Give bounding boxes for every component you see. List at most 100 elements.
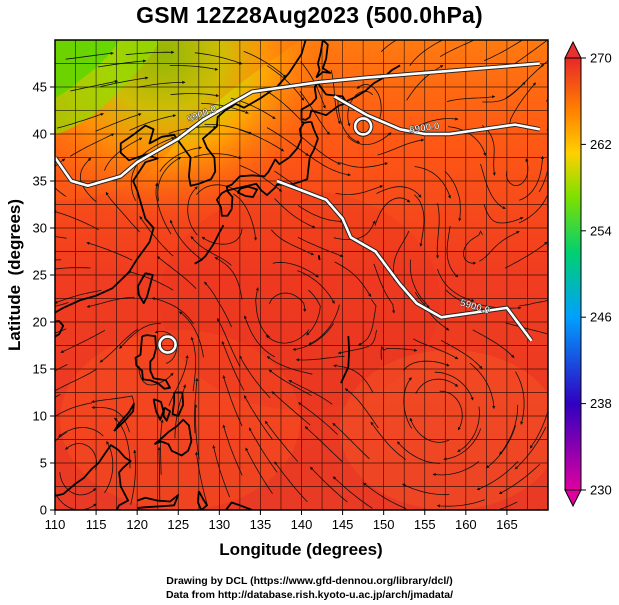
streamline	[59, 472, 97, 496]
x-tick-label: 130	[208, 517, 230, 532]
streamline	[100, 76, 149, 87]
streamline	[266, 65, 305, 101]
streamline	[409, 417, 450, 443]
streamline	[60, 329, 106, 353]
streamline	[169, 219, 203, 261]
streamline	[334, 261, 372, 297]
streamline	[137, 80, 186, 88]
streamline	[370, 421, 406, 460]
contour-label: 5900.0	[408, 121, 440, 136]
streamline	[138, 365, 174, 386]
streamline	[538, 60, 548, 69]
colorbar-tick-label: 262	[590, 137, 612, 152]
streamline	[484, 40, 524, 62]
streamline	[413, 338, 459, 360]
credit-drawing: Drawing by DCL (https://www.gfd-dennou.o…	[166, 575, 453, 587]
colorbar-tick-label: 270	[590, 51, 612, 66]
x-tick-label: 165	[496, 517, 518, 532]
streamline	[151, 297, 194, 325]
streamline	[499, 404, 519, 455]
streamline	[156, 256, 197, 289]
streamline	[306, 289, 321, 336]
y-tick-label: 35	[33, 174, 47, 189]
streamline	[298, 402, 338, 435]
streamline	[380, 345, 418, 360]
streamline	[505, 158, 529, 187]
streamline	[547, 417, 548, 421]
coastline	[346, 64, 401, 102]
streamline	[55, 302, 69, 307]
streamline	[415, 378, 459, 394]
streamline	[288, 379, 333, 405]
coastline	[215, 189, 234, 217]
streamline	[255, 287, 271, 338]
y-tick-label: 40	[33, 127, 47, 142]
coastline	[236, 185, 259, 198]
streamline	[194, 404, 200, 460]
streamline	[91, 395, 135, 405]
streamline	[308, 304, 340, 345]
streamline	[505, 322, 548, 335]
streamline	[65, 51, 114, 60]
x-tick-label: 135	[250, 517, 272, 532]
streamline	[119, 323, 161, 349]
streamline	[55, 210, 99, 231]
streamline	[222, 424, 243, 476]
streamline	[56, 112, 104, 129]
streamline	[239, 355, 271, 399]
streamline	[170, 93, 220, 98]
streamline	[55, 364, 68, 372]
y-tick-label: 45	[33, 80, 47, 95]
streamline	[195, 451, 208, 506]
streamline	[486, 425, 516, 469]
streamline	[70, 80, 119, 92]
closed-contour	[158, 335, 177, 354]
streamline	[333, 220, 376, 240]
streamline	[504, 241, 548, 269]
contour-line	[55, 62, 540, 187]
colorbar: 230 238 246 254 262 270	[564, 40, 612, 508]
streamline	[403, 360, 450, 371]
x-axis-label: Longitude (degrees)	[219, 540, 382, 559]
streamline	[55, 328, 67, 334]
streamline	[297, 236, 344, 258]
credit-data: Data from http://database.rish.kyoto-u.a…	[165, 589, 454, 601]
streamline	[104, 441, 114, 494]
chart-title: GSM 12Z28Aug2023 (500.0hPa)	[136, 2, 483, 28]
colorbar-tick-label: 254	[590, 223, 612, 238]
streamline	[214, 256, 243, 300]
streamline	[265, 89, 305, 124]
streamline	[269, 292, 307, 313]
streamline	[194, 52, 243, 65]
streamline	[435, 203, 440, 259]
streamline	[432, 461, 480, 477]
streamline	[248, 427, 278, 473]
streamline	[337, 97, 360, 143]
x-tick-label: 115	[86, 517, 107, 532]
streamline	[538, 166, 548, 192]
streamline	[374, 197, 411, 226]
streamline	[243, 395, 274, 441]
y-tick-label: 10	[33, 409, 47, 424]
streamline	[335, 185, 384, 196]
streamline	[55, 492, 97, 510]
streamline	[519, 155, 545, 201]
streamline	[91, 405, 130, 433]
contour-line	[333, 95, 541, 136]
grid-lines	[55, 40, 548, 510]
colorbar-tick-label: 246	[590, 310, 612, 325]
coastline	[194, 224, 225, 265]
streamline	[266, 356, 313, 375]
streamline	[55, 368, 97, 393]
streamline	[239, 129, 285, 152]
streamline	[55, 290, 102, 304]
streamline	[139, 216, 174, 257]
coastline	[197, 490, 208, 510]
streamline	[55, 236, 67, 239]
streamline	[340, 162, 389, 168]
coastline	[153, 418, 193, 457]
streamline	[337, 329, 377, 355]
streamline	[447, 126, 487, 157]
streamline	[406, 65, 444, 101]
